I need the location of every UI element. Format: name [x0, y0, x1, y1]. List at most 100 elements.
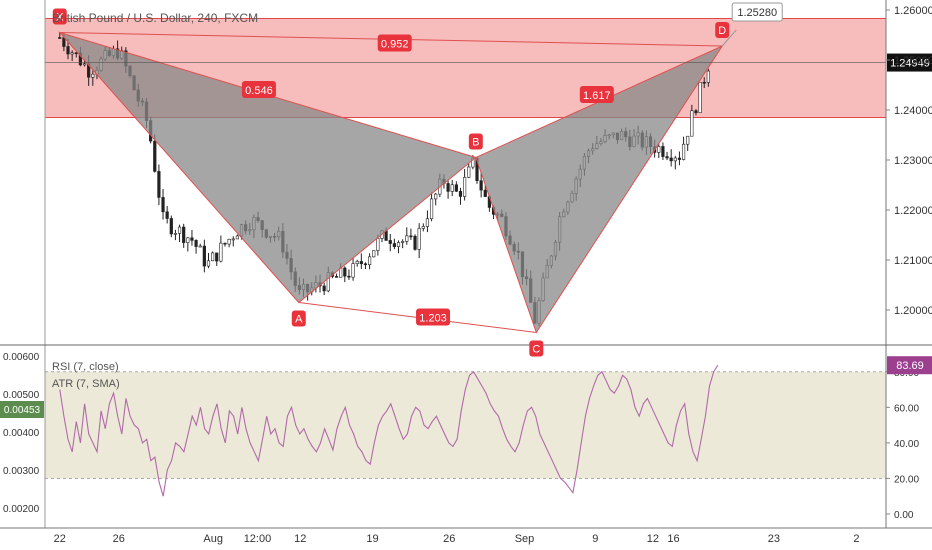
rsi-value-badge — [887, 356, 932, 375]
price-tick-label: 1.26000 — [894, 5, 932, 17]
candle-body — [698, 81, 702, 114]
candle-body — [211, 252, 215, 262]
time-tick-label: 16 — [667, 533, 679, 545]
pattern-point-b-badge — [468, 133, 483, 150]
time-tick-label: 12 — [294, 533, 306, 545]
price-tick-label: 1.25000 — [894, 55, 932, 67]
candle-body — [429, 198, 434, 220]
candle-body — [677, 157, 682, 160]
atr-legend: ATR (7, SMA) — [52, 378, 120, 390]
candle-body — [372, 250, 376, 258]
rsi-tick-label: 0.00 — [894, 510, 914, 521]
candle-body — [463, 177, 467, 197]
pattern-point-a: A — [295, 314, 303, 326]
candle-body — [227, 239, 231, 245]
candle-body — [91, 73, 95, 78]
ratio-label: 0.952 — [381, 39, 409, 51]
candle-body — [450, 184, 454, 192]
rsi-tick-label: 20.00 — [894, 474, 919, 485]
atr-tick-label: 0.00200 — [3, 504, 40, 515]
candle-body — [70, 52, 74, 55]
candle-body — [458, 190, 463, 197]
candle-body — [173, 233, 178, 235]
candle-body — [169, 218, 173, 235]
chart-title: British Pound / U.S. Dollar, 240, FXCM — [52, 11, 258, 25]
rsi-tick-label: 40.00 — [894, 439, 919, 450]
candle-body — [334, 276, 339, 278]
candle-body — [454, 184, 458, 192]
rsi-legend: RSI (7, close) — [52, 361, 119, 373]
ratio-badge — [377, 34, 412, 52]
chart-labels: X A B C D 0.546 1.617 0.952 1.203 1.25280 — [52, 2, 783, 357]
atr-tick-label: 0.00300 — [3, 466, 40, 477]
candle-body — [706, 70, 710, 83]
candle-body — [223, 242, 227, 245]
ratio-label: 1.617 — [583, 90, 611, 102]
time-tick-label: 12:00 — [244, 533, 272, 545]
callout-pointer — [721, 29, 737, 47]
candle-body — [467, 166, 471, 178]
candle-body — [396, 242, 401, 247]
pattern-point-x-badge — [52, 8, 67, 25]
time-tick-label: Aug — [203, 533, 223, 545]
time-tick-label: 9 — [592, 533, 598, 545]
candle-body — [231, 238, 235, 241]
candle-body — [690, 110, 694, 137]
atr-tick-label: 0.00500 — [3, 390, 40, 401]
time-tick-label: 2 — [853, 533, 859, 545]
candle-body — [347, 275, 351, 278]
price-tick-label: 1.20000 — [894, 305, 932, 317]
atr-tick-label: 0.00400 — [3, 428, 40, 439]
callout-box — [731, 2, 783, 22]
candle-body — [161, 197, 165, 213]
atr-value: 0.00453 — [4, 405, 41, 416]
candle-body — [157, 171, 161, 198]
candle-body — [388, 240, 392, 244]
candle-body — [367, 256, 372, 265]
pattern-point-x: X — [56, 12, 64, 24]
candle-body — [657, 146, 661, 153]
candle-body — [351, 263, 355, 278]
rsi-tick-label: 60.00 — [894, 403, 919, 414]
atr-value-badge — [0, 401, 44, 418]
candle-body — [392, 243, 396, 247]
candle-body — [669, 157, 673, 162]
candle-body — [363, 263, 368, 266]
pattern-point-c-badge — [529, 340, 544, 357]
atr-tick-label: 0.00600 — [3, 352, 40, 363]
pattern-point-d: D — [718, 25, 726, 37]
candle-body — [479, 180, 483, 191]
candle-body — [322, 285, 326, 292]
time-tick-label: 23 — [768, 533, 780, 545]
price-tick-label: 1.21000 — [894, 255, 932, 267]
rsi-series-line — [59, 364, 719, 497]
time-tick-label: Sep — [515, 533, 535, 545]
time-tick-label: 26 — [443, 533, 455, 545]
candle-body — [206, 260, 211, 267]
price-tick-label: 1.23000 — [894, 155, 932, 167]
candle-body — [686, 135, 690, 145]
price-tick-label: 1.24000 — [894, 105, 932, 117]
candle-body — [417, 228, 421, 250]
last-price-value: 1.24949 — [890, 58, 930, 70]
ratio-label: 1.203 — [419, 313, 447, 325]
ratio-label: 0.546 — [245, 85, 273, 97]
candle-body — [483, 189, 487, 197]
time-tick-label: 19 — [366, 533, 378, 545]
candle-body — [190, 237, 194, 241]
candle-body — [665, 156, 669, 159]
candle-body — [413, 235, 417, 250]
candle-body — [82, 63, 87, 66]
candle-body — [661, 146, 665, 157]
candle-body — [215, 252, 219, 262]
candle-body — [182, 226, 186, 243]
candle-body — [409, 235, 413, 238]
price-tick-label: 1.22000 — [894, 205, 932, 217]
candle-body — [681, 143, 686, 160]
candle-body — [62, 37, 66, 47]
candle-body — [165, 211, 169, 219]
ratio-badge — [579, 86, 614, 103]
pattern-point-d-badge — [715, 22, 730, 38]
